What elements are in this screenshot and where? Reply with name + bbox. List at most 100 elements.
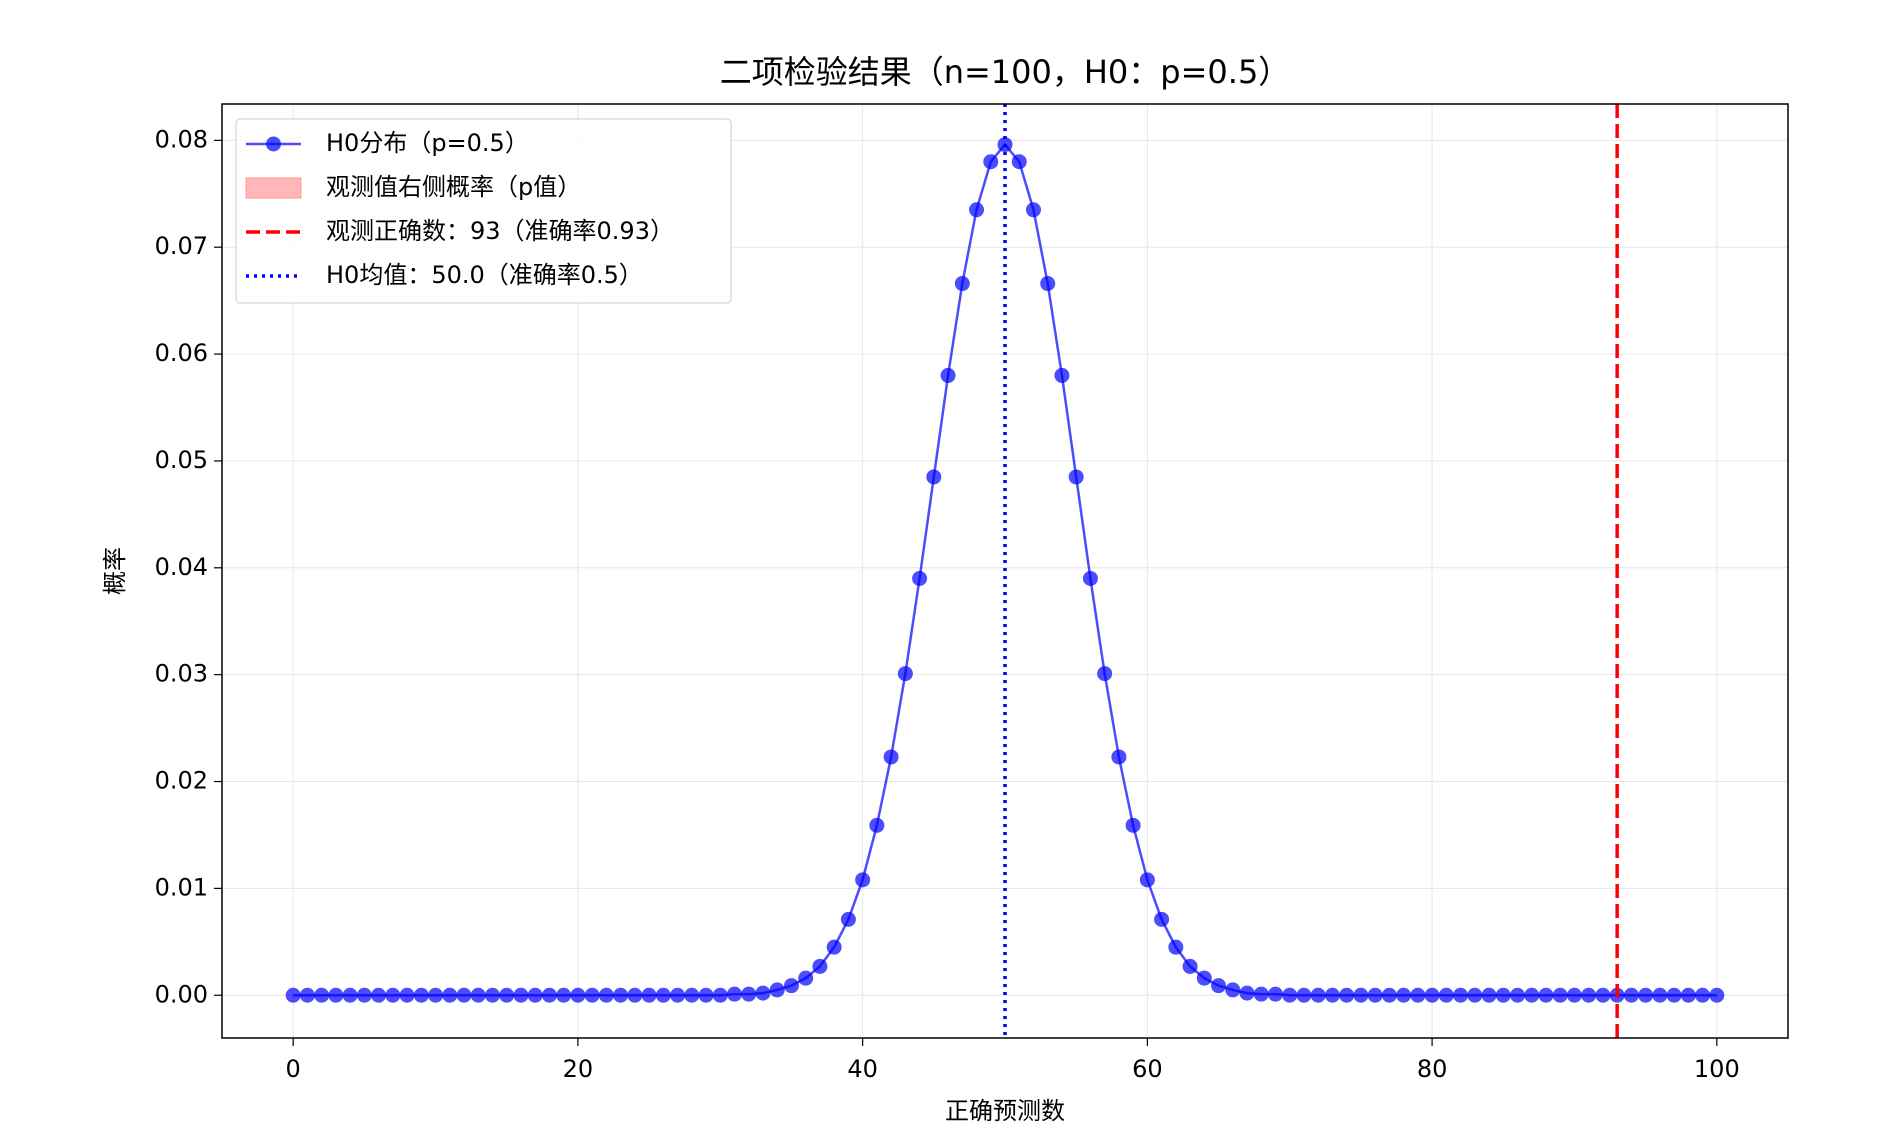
point xyxy=(1182,958,1198,974)
point xyxy=(1367,987,1383,1003)
point xyxy=(969,202,985,218)
point xyxy=(1595,987,1611,1003)
legend: H0分布（p=0.5） 观测值右侧概率（p值） 观测正确数：93（准确率0.93） H… xyxy=(235,118,732,304)
point xyxy=(783,978,799,994)
point xyxy=(926,469,942,485)
x-tick-label: 20 xyxy=(563,1055,594,1083)
y-tick-label: 0.06 xyxy=(155,339,208,367)
point xyxy=(1310,987,1326,1003)
point xyxy=(883,749,899,765)
point xyxy=(598,987,614,1003)
point xyxy=(1082,570,1098,586)
point xyxy=(641,987,657,1003)
point xyxy=(1467,987,1483,1003)
y-tick-label: 0.03 xyxy=(155,660,208,688)
point xyxy=(1709,987,1725,1003)
y-tick-label: 0.01 xyxy=(155,873,208,901)
point xyxy=(897,666,913,682)
point xyxy=(1211,978,1227,994)
x-tick-label: 40 xyxy=(847,1055,878,1083)
point xyxy=(798,970,814,986)
point xyxy=(371,987,387,1003)
point xyxy=(1296,987,1312,1003)
point xyxy=(399,987,415,1003)
point xyxy=(1040,276,1056,292)
point xyxy=(954,276,970,292)
point xyxy=(1054,367,1070,383)
point xyxy=(1552,987,1568,1003)
point xyxy=(1154,911,1170,927)
point xyxy=(1068,469,1084,485)
point xyxy=(1438,987,1454,1003)
plot-frame xyxy=(221,103,1789,1039)
point xyxy=(1267,986,1283,1002)
point xyxy=(1581,987,1597,1003)
point xyxy=(584,987,600,1003)
point xyxy=(1253,986,1269,1002)
point xyxy=(1168,939,1184,955)
chart-title: 二项检验结果（n=100，H0：p=0.5） xyxy=(720,53,1291,91)
point xyxy=(1139,872,1155,888)
point xyxy=(655,987,671,1003)
point xyxy=(342,987,358,1003)
point xyxy=(1652,987,1668,1003)
point xyxy=(869,817,885,833)
legend-patch xyxy=(245,177,302,199)
point xyxy=(527,987,543,1003)
point xyxy=(670,987,686,1003)
point xyxy=(755,985,771,1001)
point xyxy=(769,982,785,998)
point xyxy=(727,986,743,1002)
x-tick-label: 100 xyxy=(1694,1055,1740,1083)
point xyxy=(1196,970,1212,986)
point xyxy=(385,987,401,1003)
point xyxy=(698,987,714,1003)
point xyxy=(741,986,757,1002)
point xyxy=(627,987,643,1003)
point xyxy=(855,872,871,888)
y-axis-label: 概率 xyxy=(101,547,129,595)
x-tick-label: 80 xyxy=(1417,1055,1448,1083)
point xyxy=(356,987,372,1003)
y-tick-label: 0.04 xyxy=(155,553,208,581)
point xyxy=(983,154,999,170)
point xyxy=(1680,987,1696,1003)
point xyxy=(1695,987,1711,1003)
point xyxy=(1396,987,1412,1003)
point xyxy=(1638,987,1654,1003)
point xyxy=(442,987,458,1003)
legend-label: H0均值：50.0（准确率0.5） xyxy=(326,261,643,289)
point xyxy=(1353,987,1369,1003)
point xyxy=(1481,987,1497,1003)
point xyxy=(1566,987,1582,1003)
x-tick-label: 0 xyxy=(286,1055,301,1083)
legend-label: 观测正确数：93（准确率0.93） xyxy=(326,217,674,245)
y-tick-label: 0.05 xyxy=(155,446,208,474)
x-axis-label: 正确预测数 xyxy=(945,1097,1065,1125)
point xyxy=(499,987,515,1003)
x-tick-label: 60 xyxy=(1132,1055,1163,1083)
point xyxy=(1239,985,1255,1001)
point xyxy=(285,987,301,1003)
legend-marker xyxy=(266,136,281,152)
point xyxy=(1510,987,1526,1003)
point xyxy=(1381,987,1397,1003)
point xyxy=(1666,987,1682,1003)
point xyxy=(712,987,728,1003)
point xyxy=(1011,154,1027,170)
legend-label: H0分布（p=0.5） xyxy=(326,129,529,157)
point xyxy=(1495,987,1511,1003)
point xyxy=(484,987,500,1003)
point xyxy=(456,987,472,1003)
point xyxy=(1424,987,1440,1003)
point xyxy=(513,987,529,1003)
y-tick-label: 0.07 xyxy=(155,232,208,260)
point xyxy=(1025,202,1041,218)
y-tick-label: 0.02 xyxy=(155,767,208,795)
point xyxy=(826,939,842,955)
point xyxy=(840,911,856,927)
legend-frame xyxy=(235,118,732,304)
point xyxy=(613,987,629,1003)
point xyxy=(1282,987,1298,1003)
point xyxy=(1410,987,1426,1003)
